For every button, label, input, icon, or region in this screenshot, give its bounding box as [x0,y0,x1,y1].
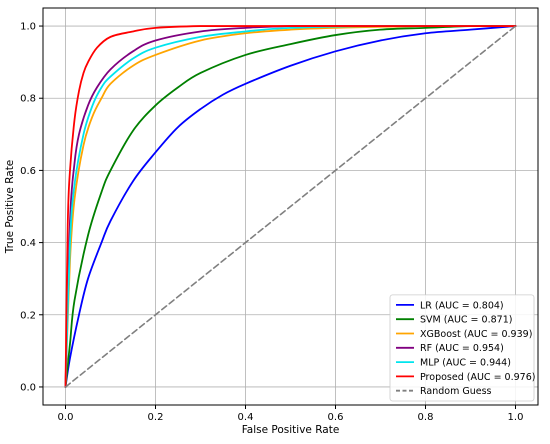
y-tick-label: 0.8 [20,94,36,105]
x-tick-label: 0.8 [418,412,434,423]
legend-label-rf: RF (AUC = 0.954) [420,343,504,354]
series-line-svm [64,25,517,388]
legend-label-xgboost: XGBoost (AUC = 0.939) [420,329,532,340]
x-axis-label: False Positive Rate [242,424,340,436]
y-tick-label: 0.6 [20,166,36,177]
legend-label-mlp: MLP (AUC = 0.944) [420,358,511,369]
tick-layer: 0.0 0.2 0.4 0.6 0.8 1.0 0.0 0.2 0.4 0.6 0.8 1.0 [20,22,523,423]
y-tick-label: 0.2 [20,310,36,321]
series-line-mlp [64,25,517,388]
y-axis-label: True Positive Rate [4,160,16,255]
grid-layer [43,8,538,405]
series-line-xgboost [64,25,517,388]
x-tick-label: 0.6 [328,412,344,423]
x-tick-label: 0.0 [58,412,74,423]
x-tick-label: 0.2 [148,412,164,423]
y-tick-label: 1.0 [20,22,36,33]
legend-label-proposed: Proposed (AUC = 0.976) [420,372,535,383]
legend-label-lr: LR (AUC = 0.804) [420,300,504,311]
legend-box [389,294,535,402]
legend-label-svm: SVM (AUC = 0.871) [420,315,512,326]
x-tick-label: 0.4 [238,412,254,423]
series-layer [64,25,517,388]
legend: LR (AUC = 0.804) SVM (AUC = 0.871) XGBoost… [389,294,535,402]
y-tick-label: 0.0 [20,382,36,393]
x-tick-label: 1.0 [508,412,524,423]
series-line-proposed [64,25,517,388]
legend-label-random: Random Guess [420,386,492,397]
y-tick-label: 0.4 [20,238,36,249]
series-line-random [64,25,517,388]
series-line-lr [64,25,517,388]
plot-frame [42,7,539,406]
